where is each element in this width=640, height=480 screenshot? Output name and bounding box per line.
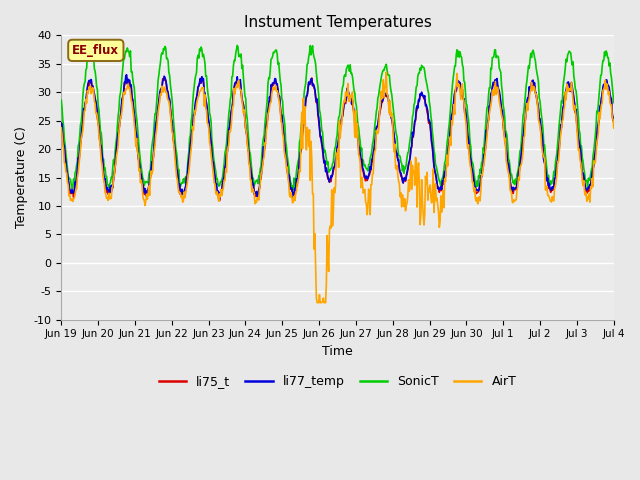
- X-axis label: Time: Time: [322, 345, 353, 358]
- Legend: li75_t, li77_temp, SonicT, AirT: li75_t, li77_temp, SonicT, AirT: [154, 370, 522, 393]
- Title: Instument Temperatures: Instument Temperatures: [244, 15, 431, 30]
- Text: EE_flux: EE_flux: [72, 44, 119, 57]
- Y-axis label: Temperature (C): Temperature (C): [15, 127, 28, 228]
